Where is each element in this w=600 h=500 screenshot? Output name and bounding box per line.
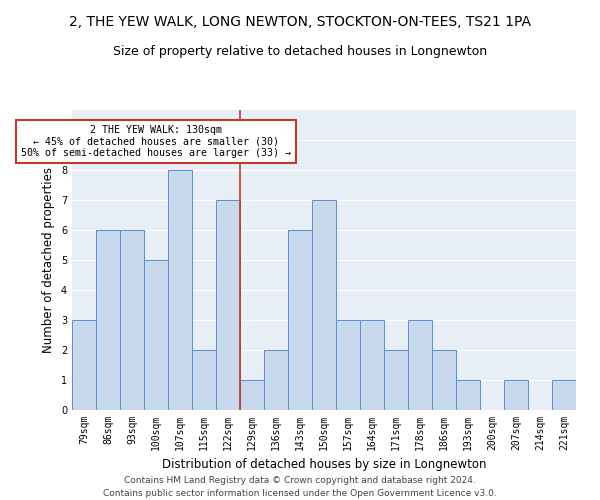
Bar [288, 230, 312, 410]
Text: 2 THE YEW WALK: 130sqm
← 45% of detached houses are smaller (30)
50% of semi-det: 2 THE YEW WALK: 130sqm ← 45% of detached… [21, 125, 291, 158]
Bar [360, 320, 384, 410]
Text: 2, THE YEW WALK, LONG NEWTON, STOCKTON-ON-TEES, TS21 1PA: 2, THE YEW WALK, LONG NEWTON, STOCKTON-O… [69, 15, 531, 29]
Bar [384, 350, 408, 410]
Bar [120, 230, 144, 410]
Bar [96, 230, 120, 410]
Bar [264, 350, 288, 410]
Bar [192, 350, 216, 410]
Bar [168, 170, 192, 410]
Bar [216, 200, 240, 410]
Bar [552, 380, 576, 410]
Bar [432, 350, 456, 410]
Y-axis label: Number of detached properties: Number of detached properties [43, 167, 55, 353]
Text: Contains HM Land Registry data © Crown copyright and database right 2024.
Contai: Contains HM Land Registry data © Crown c… [103, 476, 497, 498]
Bar [240, 380, 264, 410]
Bar [504, 380, 528, 410]
Bar [456, 380, 480, 410]
Bar [336, 320, 360, 410]
Bar [144, 260, 168, 410]
Text: Size of property relative to detached houses in Longnewton: Size of property relative to detached ho… [113, 45, 487, 58]
Bar [72, 320, 96, 410]
X-axis label: Distribution of detached houses by size in Longnewton: Distribution of detached houses by size … [162, 458, 486, 471]
Bar [312, 200, 336, 410]
Bar [408, 320, 432, 410]
